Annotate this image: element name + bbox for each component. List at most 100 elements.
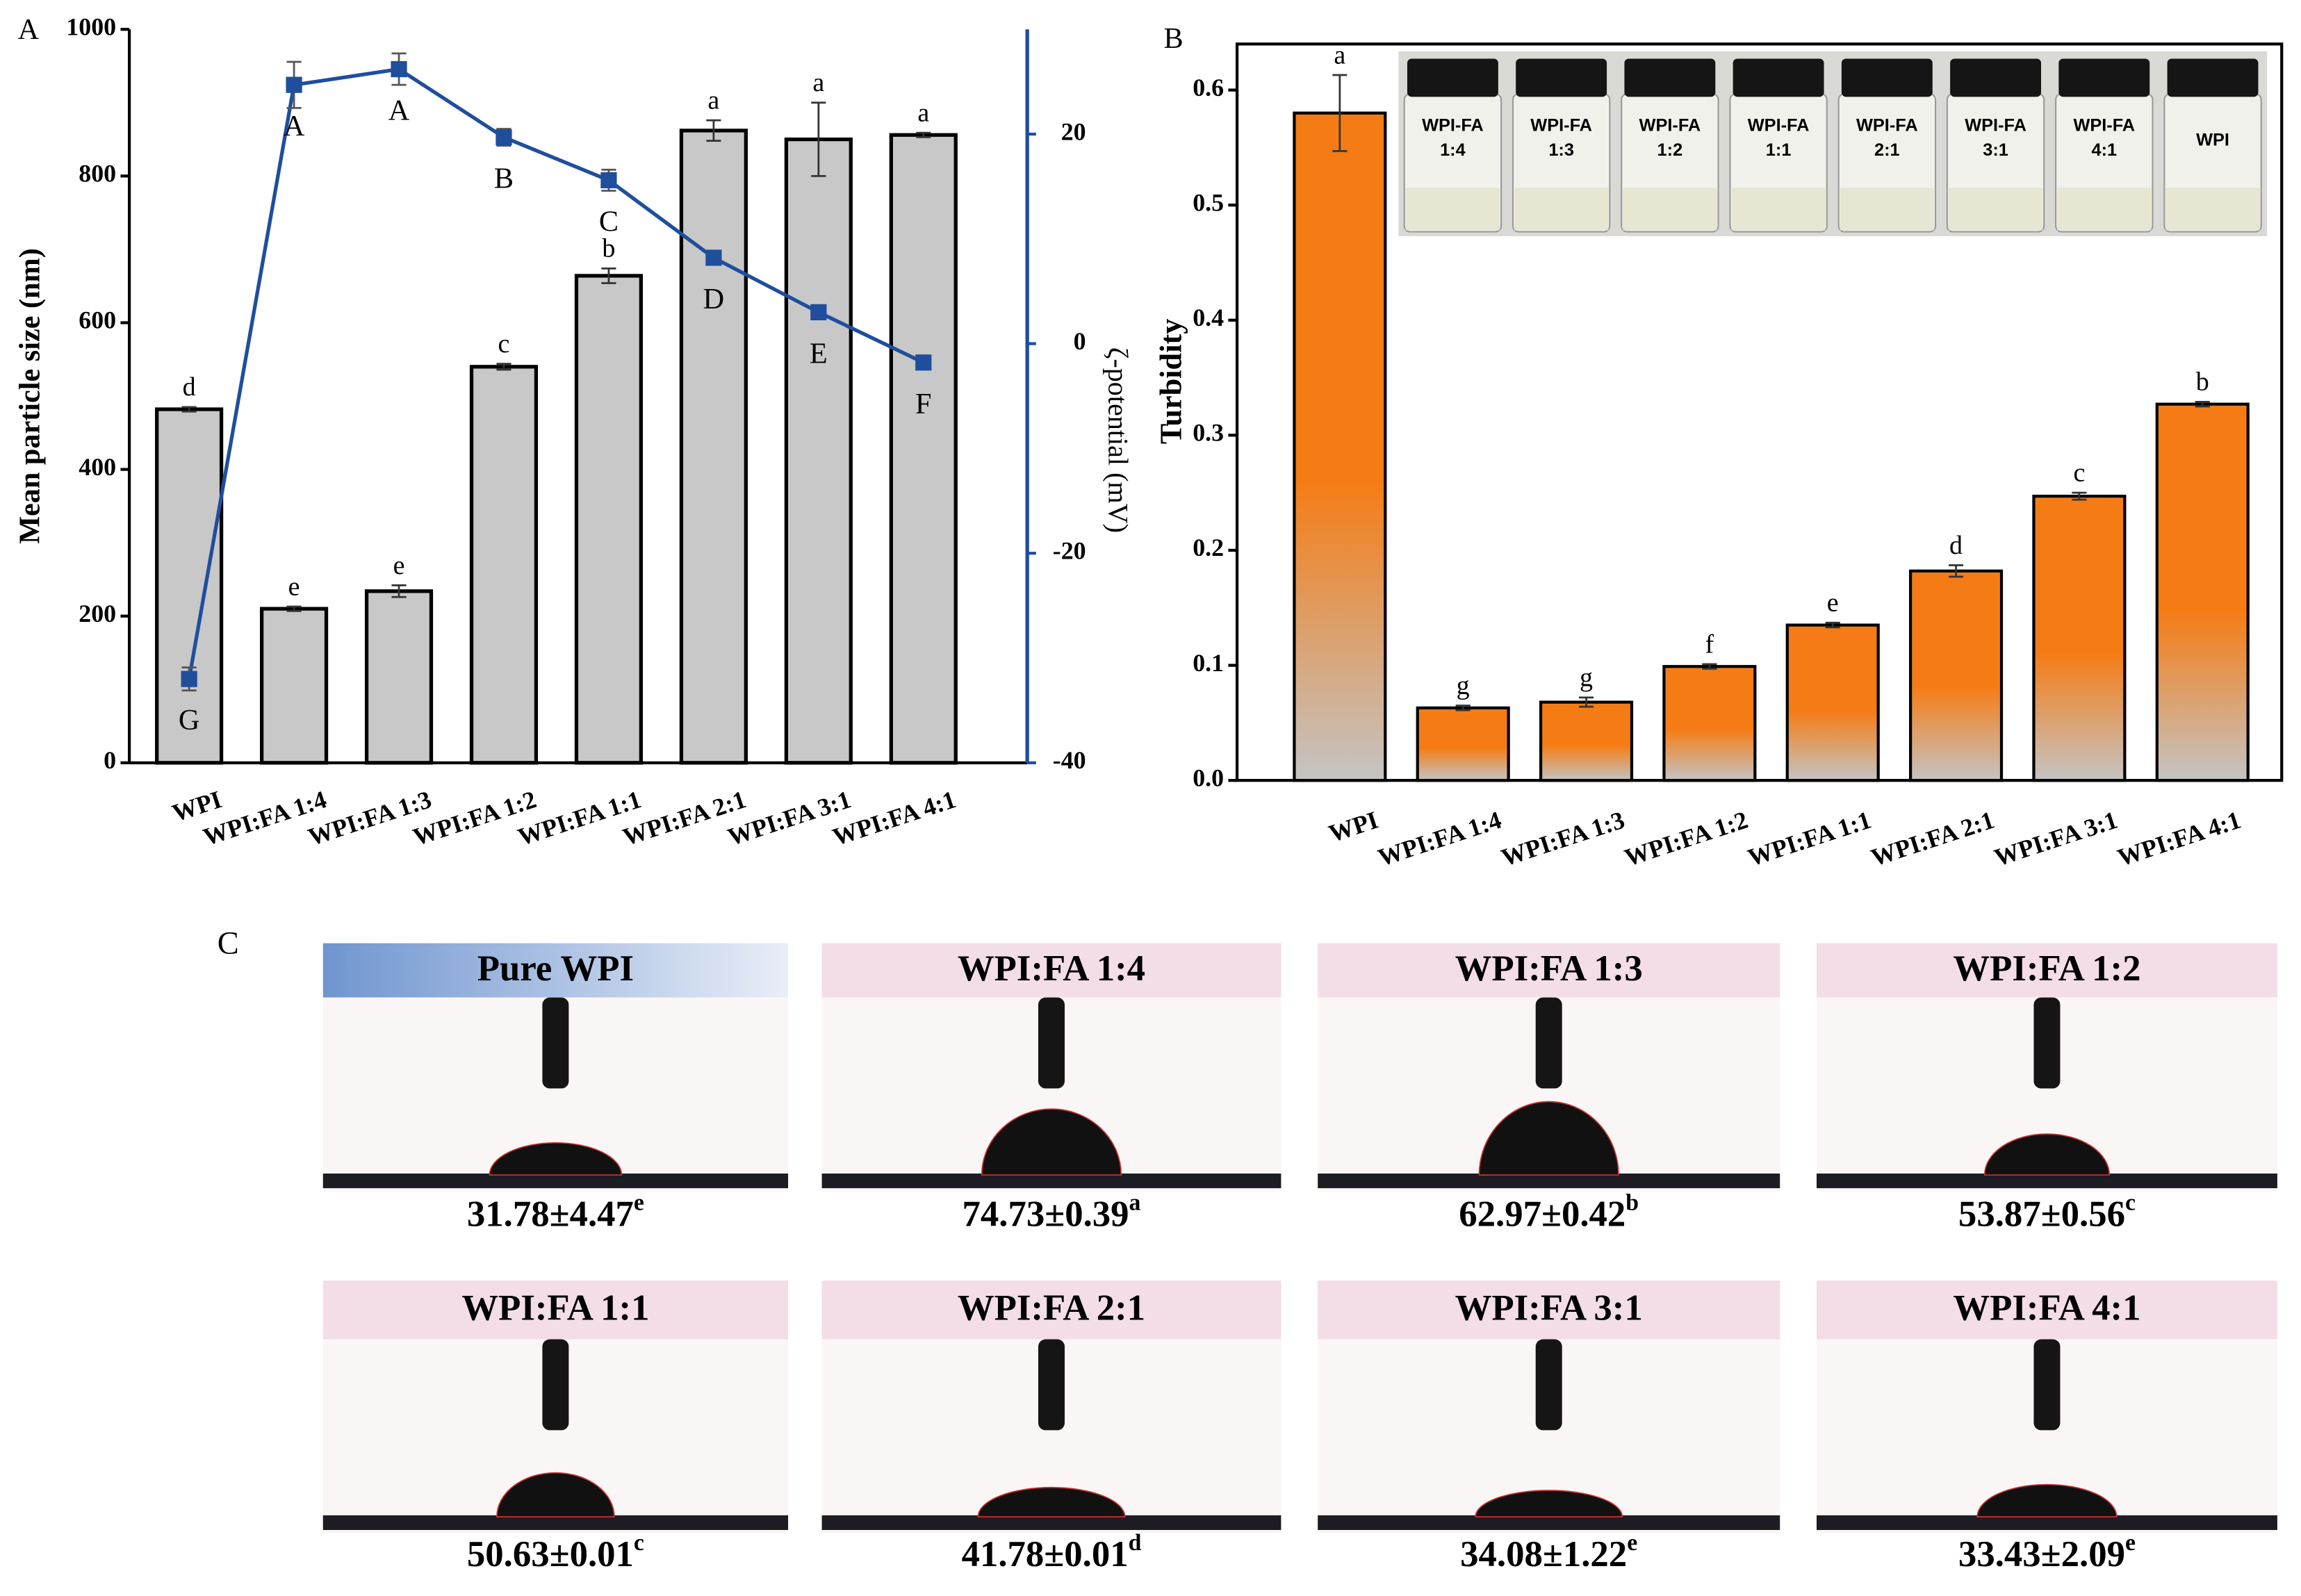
panel-header — [821, 1281, 1281, 1340]
panel-title: WPI:FA 3:1 — [1455, 1288, 1643, 1328]
panel-title: WPI:FA 1:1 — [461, 1288, 649, 1328]
droplet — [1475, 1490, 1623, 1517]
error-bar — [916, 131, 931, 138]
contact-angle: 33.43±2.09e — [1958, 1530, 2136, 1574]
error-bar — [391, 584, 407, 598]
y-tick-label: 0.3 — [1193, 419, 1224, 447]
vial-label: WPI — [2196, 130, 2229, 149]
point-letter: D — [703, 283, 725, 315]
droplet — [977, 1486, 1126, 1517]
needle — [542, 997, 569, 1089]
contact-angle-value: 74.73±0.39 — [963, 1194, 1129, 1234]
vial-liquid — [1405, 188, 1500, 231]
substrate — [322, 1515, 789, 1530]
y-tick-label: 0.1 — [1193, 649, 1224, 677]
bar — [2032, 495, 2127, 782]
contact-angle: 31.78±4.47e — [467, 1190, 644, 1234]
vial-label: WPI-FA — [2073, 115, 2135, 135]
error-bar — [286, 605, 302, 612]
contact-angle: 53.87±0.56c — [1958, 1190, 2136, 1234]
bar-letter: d — [183, 372, 196, 402]
point-letter: C — [599, 205, 619, 238]
droplet — [981, 1108, 1122, 1176]
substrate — [1816, 1173, 2277, 1189]
line-marker — [915, 354, 932, 371]
panel-header — [1816, 1281, 2277, 1340]
substrate — [821, 1173, 1281, 1189]
vial-cap — [2058, 58, 2150, 97]
substrate — [1318, 1515, 1780, 1530]
droplet — [496, 1472, 615, 1517]
vial-label: WPI-FA — [1530, 115, 1592, 135]
panel-title: WPI:FA 1:3 — [1455, 948, 1643, 989]
droplet — [1983, 1133, 2111, 1176]
panel-title: WPI:FA 2:1 — [958, 1288, 1145, 1328]
needle — [1038, 1339, 1065, 1431]
bar — [1662, 665, 1757, 782]
contact-angle: 41.78±0.01d — [962, 1530, 1142, 1574]
vial-label: 1:4 — [1440, 140, 1466, 160]
bar — [469, 365, 539, 765]
error-bar — [706, 119, 721, 142]
substrate — [821, 1515, 1281, 1530]
panel-header — [1816, 943, 2277, 998]
needle — [2033, 1339, 2061, 1431]
vial-label: 1:1 — [1766, 140, 1792, 160]
error-bar — [1332, 74, 1348, 152]
significance: e — [1627, 1530, 1637, 1556]
contact-angle: 74.73±0.39a — [963, 1190, 1141, 1234]
bar-letter: e — [1827, 589, 1839, 618]
error-bar — [2072, 491, 2087, 501]
error-bar — [811, 101, 826, 177]
bar — [2155, 402, 2250, 782]
significance: d — [1129, 1530, 1142, 1556]
y-tick-label: 200 — [79, 600, 116, 627]
contact-angle-value: 50.63±0.01 — [467, 1534, 634, 1574]
bar — [1539, 700, 1634, 782]
contact-angle: 34.08±1.22e — [1460, 1530, 1637, 1574]
bar-letter: f — [1705, 630, 1714, 659]
y-tick-label: 0.5 — [1193, 188, 1224, 216]
contact-angle-value: 62.97±0.42 — [1459, 1194, 1626, 1234]
panel-header — [821, 943, 1281, 998]
significance: c — [2125, 1190, 2136, 1215]
vial-label: 1:3 — [1548, 140, 1574, 160]
bar — [1785, 623, 1880, 782]
vial-liquid — [1840, 188, 1934, 231]
needle — [542, 1339, 569, 1431]
vial-cap — [1624, 58, 1716, 97]
significance: c — [634, 1530, 644, 1556]
line-marker — [181, 671, 197, 687]
y-tick-label: 800 — [79, 160, 116, 188]
error-bar — [1825, 621, 1840, 629]
vial-label: WPI-FA — [1639, 115, 1701, 135]
error-bar — [181, 406, 197, 413]
vial-cap — [1407, 58, 1498, 97]
error-bar — [2195, 400, 2210, 408]
bar — [155, 407, 224, 765]
line-marker — [705, 249, 722, 266]
panel-header — [322, 1281, 789, 1340]
droplet — [489, 1142, 623, 1176]
bar-letter: c — [2073, 459, 2085, 488]
x-tick-label: WPI:FA 1:3 — [1498, 806, 1628, 872]
bar — [259, 607, 329, 765]
vial-label: WPI-FA — [1856, 115, 1918, 135]
y-tick-label: 0.4 — [1193, 304, 1224, 331]
vial-label: 2:1 — [1874, 140, 1900, 160]
y2-tick-label: 20 — [1061, 117, 1086, 145]
vial-liquid — [1949, 188, 2043, 231]
significance: a — [1129, 1190, 1141, 1215]
needle — [1535, 1339, 1562, 1431]
panel-label: C — [218, 925, 239, 961]
bar-letter: a — [917, 98, 929, 127]
bar — [574, 274, 644, 765]
error-bar — [1702, 663, 1717, 670]
droplet — [1976, 1483, 2118, 1517]
droplet — [1478, 1101, 1619, 1176]
contact-angle-value: 33.43±2.09 — [1958, 1534, 2125, 1574]
vial-cap — [1950, 58, 2042, 97]
significance: e — [634, 1190, 644, 1215]
